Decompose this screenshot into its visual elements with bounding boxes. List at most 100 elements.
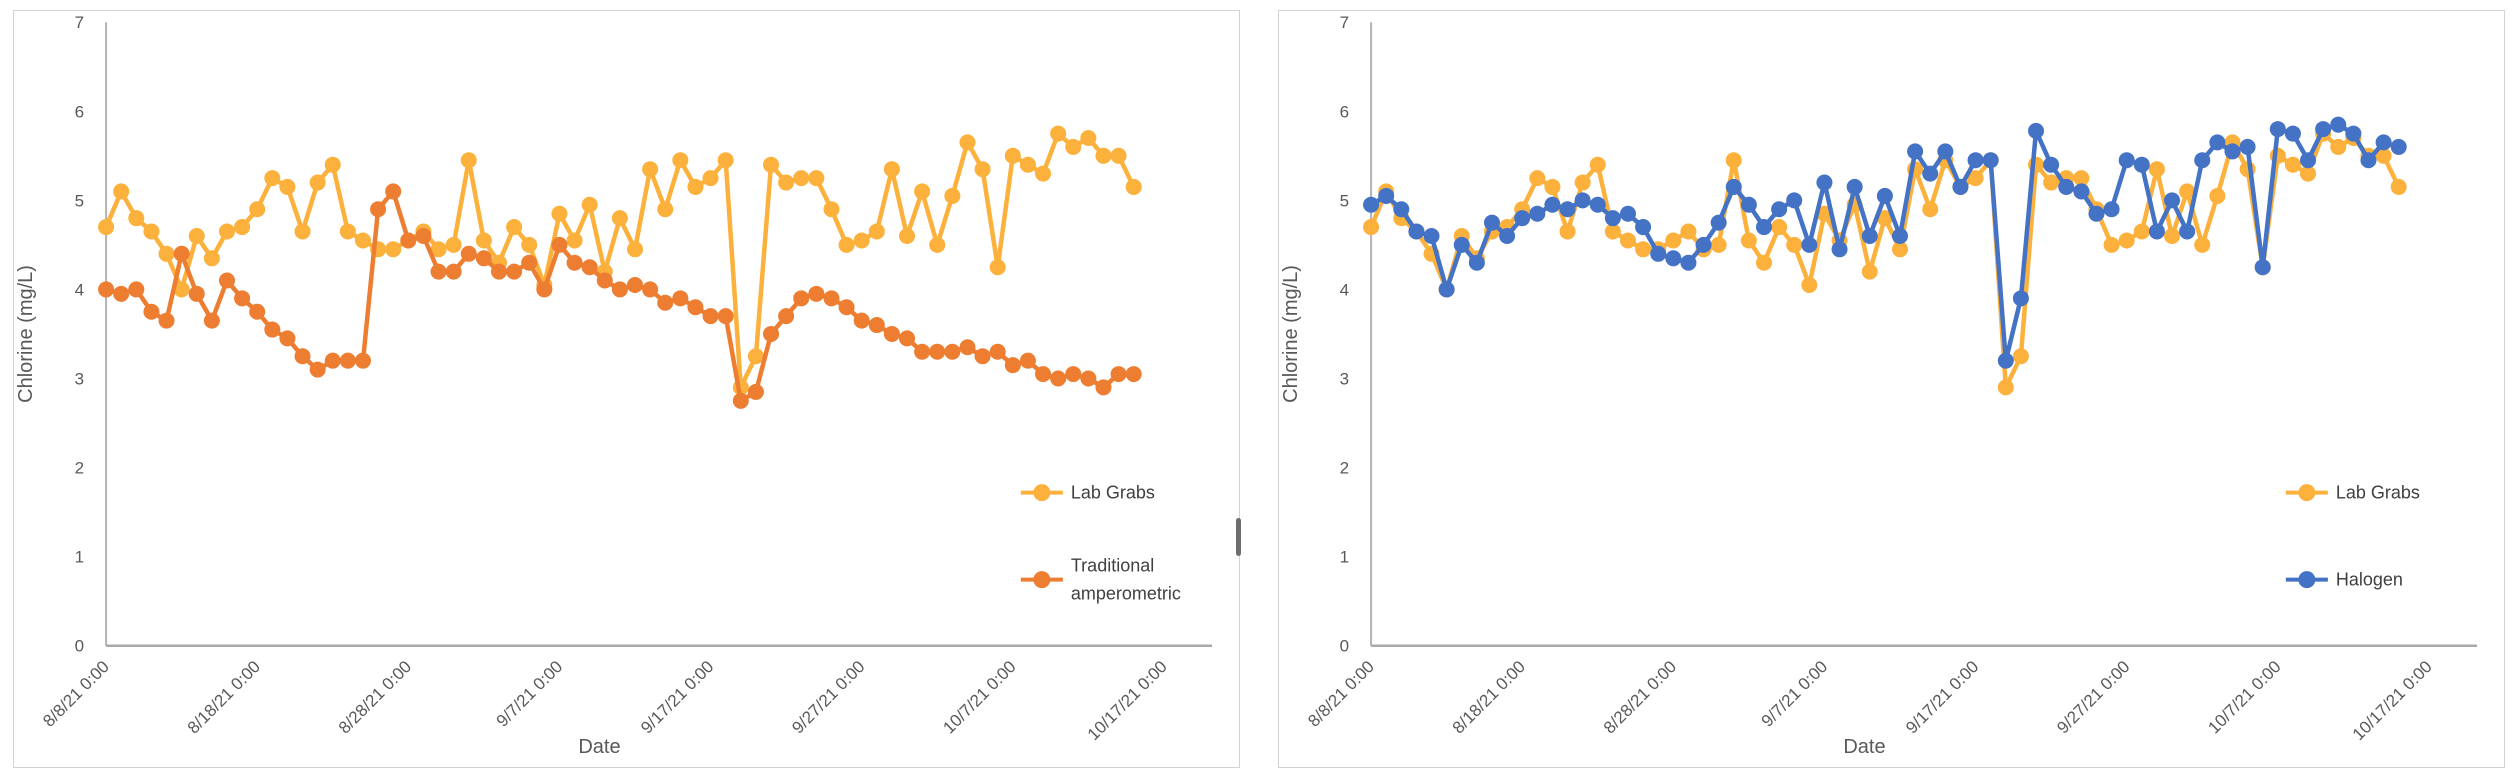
data-point-halogen [1982, 152, 1999, 169]
legend-label-lab-grabs: Lab Grabs [1071, 483, 1155, 503]
data-point-traditional-amperometric [868, 317, 885, 334]
data-point-halogen [1665, 250, 1682, 267]
data-point-halogen [2088, 205, 2105, 222]
data-point-halogen [1499, 227, 1516, 244]
data-point-traditional-amperometric [264, 321, 281, 338]
legend-marker-lab-grabs [2298, 484, 2316, 502]
data-point-lab-grabs [989, 259, 1006, 276]
x-tick-label: 8/28/21 0:00 [1600, 657, 1680, 737]
y-tick-label: 1 [75, 548, 84, 567]
data-point-halogen [1363, 196, 1380, 213]
data-point-traditional-amperometric [627, 277, 644, 294]
data-point-lab-grabs [1619, 232, 1636, 249]
data-point-lab-grabs [1604, 223, 1621, 240]
data-point-lab-grabs [249, 201, 266, 218]
data-point-halogen [2315, 121, 2332, 138]
x-axis-title: Date [578, 736, 620, 758]
chart-card-left: 0 1 2 3 4 5 6 7 8/8/21 0:00 8/18/21 0:00 8/28/21 0… [13, 10, 1240, 768]
data-point-lab-grabs [1892, 241, 1909, 258]
x-tick-label: 10/7/21 0:00 [2204, 657, 2284, 737]
data-point-lab-grabs [1922, 201, 1939, 218]
data-point-halogen [1922, 165, 1939, 182]
y-tick-label: 6 [1340, 102, 1349, 121]
data-point-traditional-amperometric [974, 348, 991, 365]
y-tick-label: 7 [75, 13, 84, 32]
data-point-lab-grabs [1080, 129, 1097, 147]
data-point-lab-grabs [234, 219, 251, 236]
data-point-halogen [1393, 201, 1410, 218]
data-point-traditional-amperometric [158, 312, 175, 329]
data-point-lab-grabs [1801, 277, 1818, 294]
data-point-lab-grabs [1755, 254, 1773, 271]
data-point-traditional-amperometric [778, 308, 795, 325]
legend-marker-halogen [2298, 571, 2316, 589]
data-point-traditional-amperometric [1095, 379, 1112, 396]
data-point-traditional-amperometric [596, 272, 613, 289]
data-point-traditional-amperometric [143, 303, 160, 320]
legend-label-traditional-amperometric: amperometric [1071, 584, 1181, 604]
data-point-traditional-amperometric [672, 290, 689, 307]
data-point-lab-grabs [324, 156, 341, 173]
data-point-traditional-amperometric [581, 259, 598, 276]
data-point-traditional-amperometric [959, 339, 976, 356]
data-point-lab-grabs [2390, 178, 2407, 195]
data-point-lab-grabs [2133, 223, 2150, 240]
data-point-halogen [1468, 254, 1485, 271]
data-point-traditional-amperometric [883, 325, 900, 342]
data-point-halogen [1423, 227, 1440, 244]
data-point-traditional-amperometric [687, 299, 704, 316]
x-axis-title: Date [1843, 736, 1885, 758]
data-point-lab-grabs [2375, 147, 2392, 164]
data-point-lab-grabs [1861, 263, 1878, 280]
data-point-lab-grabs [2284, 156, 2301, 173]
data-point-lab-grabs [475, 232, 492, 249]
data-point-halogen [1453, 236, 1470, 253]
data-point-traditional-amperometric [370, 201, 387, 218]
data-point-halogen [1574, 192, 1591, 209]
data-point-traditional-amperometric [173, 245, 190, 262]
data-point-halogen [1786, 192, 1803, 209]
data-point-lab-grabs [2073, 170, 2090, 187]
data-point-lab-grabs [264, 170, 281, 187]
data-point-halogen [1635, 219, 1652, 236]
data-point-lab-grabs [611, 210, 628, 227]
data-point-lab-grabs [1635, 241, 1652, 258]
data-point-lab-grabs [959, 134, 976, 151]
data-point-halogen [2284, 125, 2301, 142]
data-point-traditional-amperometric [989, 343, 1006, 360]
x-tick-label: 9/7/21 0:00 [1758, 657, 1832, 731]
data-point-halogen [1680, 254, 1697, 271]
data-point-lab-grabs [506, 219, 523, 236]
data-point-lab-grabs [763, 156, 780, 173]
data-point-lab-grabs [385, 241, 402, 258]
scrollbar-thumb[interactable] [1236, 518, 1241, 556]
data-point-lab-grabs [445, 236, 462, 253]
data-point-lab-grabs [868, 223, 885, 240]
y-tick-label: 4 [1340, 280, 1349, 299]
data-point-lab-grabs [1363, 219, 1380, 236]
data-point-halogen [2073, 183, 2090, 200]
data-point-traditional-amperometric [642, 281, 659, 298]
data-point-lab-grabs [672, 152, 689, 169]
data-point-lab-grabs [853, 232, 870, 249]
data-point-lab-grabs [354, 232, 371, 249]
y-tick-label: 3 [75, 369, 84, 388]
data-point-traditional-amperometric [551, 236, 568, 253]
data-point-lab-grabs [2164, 227, 2181, 244]
y-tick-label: 2 [75, 459, 84, 478]
data-point-halogen [2209, 134, 2226, 151]
data-point-lab-grabs [702, 170, 719, 187]
y-tick-label: 2 [1340, 459, 1349, 478]
data-point-traditional-amperometric [98, 281, 115, 298]
y-tick-label: 1 [1340, 548, 1349, 567]
data-point-lab-grabs [309, 174, 326, 191]
data-point-halogen [1589, 196, 1606, 213]
data-point-halogen [2360, 152, 2377, 169]
y-tick-label: 5 [1340, 191, 1349, 210]
data-point-lab-grabs [838, 236, 855, 253]
data-point-halogen [1544, 196, 1561, 213]
data-point-lab-grabs [566, 232, 583, 249]
data-point-traditional-amperometric [823, 290, 840, 307]
data-point-lab-grabs [1589, 156, 1606, 173]
x-tick-label: 9/17/21 0:00 [637, 657, 717, 737]
